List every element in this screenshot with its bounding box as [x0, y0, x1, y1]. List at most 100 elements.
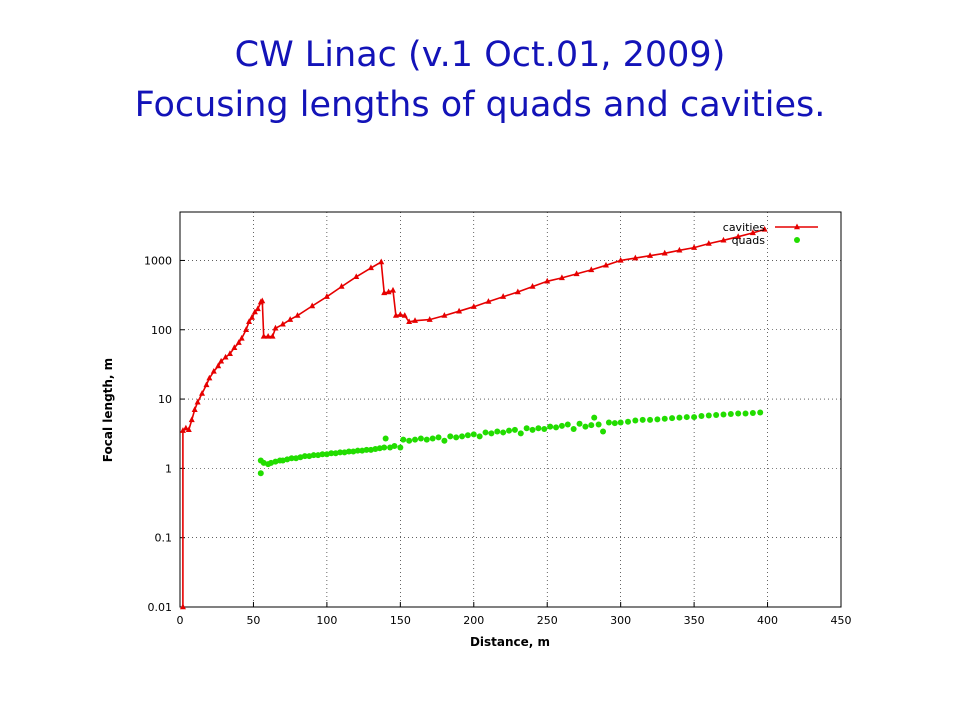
cavities-point: [441, 312, 448, 318]
cavities-point: [246, 318, 253, 325]
cavities-point: [269, 332, 276, 339]
quads-point: [310, 452, 317, 459]
cavities-point: [218, 357, 225, 364]
quads-point: [591, 414, 598, 421]
y-tick-label: 1: [165, 462, 172, 475]
y-tick-label: 1000: [144, 254, 172, 267]
quads-point: [669, 415, 676, 422]
x-tick-label: 0: [177, 614, 184, 627]
cavities-point: [206, 374, 213, 381]
quads-point: [288, 455, 295, 462]
cavities-point: [544, 277, 551, 284]
quads-point: [529, 426, 536, 433]
cavities-point: [231, 344, 238, 350]
quads-point: [749, 409, 756, 416]
quads-point: [363, 446, 370, 453]
series-quads: [257, 409, 764, 477]
y-tick-label: 100: [151, 324, 172, 337]
x-tick-label: 400: [757, 614, 778, 627]
quads-point: [605, 419, 612, 426]
cavities-point: [602, 261, 609, 268]
cavities-point: [188, 416, 195, 423]
legend-marker-cavities: [794, 223, 800, 230]
cavities-point: [381, 289, 388, 296]
cavities-point: [389, 286, 396, 293]
quads-point: [757, 409, 764, 416]
cavities-point: [558, 274, 565, 281]
x-tick-label: 300: [610, 614, 631, 627]
quads-point: [582, 423, 589, 430]
quads-point: [647, 416, 654, 423]
x-tick-label: 200: [463, 614, 484, 627]
cavities-point: [392, 312, 399, 318]
cavities-point: [588, 266, 595, 273]
quads-point: [319, 451, 326, 458]
cavities-point: [203, 381, 210, 388]
cavities-point: [735, 233, 742, 239]
cavities-point: [179, 427, 186, 433]
cavities-point: [243, 326, 250, 332]
cavities-point: [259, 297, 266, 304]
quads-point: [397, 444, 404, 451]
cavities-point: [617, 256, 624, 263]
cavities-point: [749, 229, 756, 236]
y-axis-label: Focal length, m: [101, 358, 115, 462]
series-cavities: [179, 225, 768, 610]
quads-point: [476, 433, 483, 440]
quads-point: [625, 418, 632, 425]
cavities-point: [456, 307, 463, 314]
quads-point: [553, 424, 560, 431]
cavities-point: [199, 390, 206, 396]
quads-point: [391, 443, 398, 450]
quads-point: [400, 436, 407, 443]
quads-point: [381, 444, 388, 451]
x-tick-label: 450: [831, 614, 852, 627]
quads-point: [705, 412, 712, 419]
quads-point: [576, 420, 583, 427]
cavities-point: [287, 316, 294, 322]
legend-label-cavities: cavities: [723, 221, 765, 234]
cavities-point: [426, 316, 433, 322]
quads-point: [588, 422, 595, 429]
cavities-point: [632, 254, 639, 261]
quads-point: [742, 410, 749, 417]
cavities-point: [353, 273, 360, 280]
quads-point: [617, 419, 624, 426]
cavities-point: [661, 249, 668, 256]
cavities-point: [397, 311, 404, 317]
legend-marker-quads: [794, 237, 800, 243]
quads-point: [661, 415, 668, 422]
quads-point: [453, 434, 460, 441]
cavities-point: [367, 264, 374, 271]
quads-point: [541, 425, 548, 432]
cavities-point: [573, 270, 580, 277]
x-tick-label: 150: [390, 614, 411, 627]
quads-point: [600, 428, 607, 435]
cavities-point: [378, 258, 385, 265]
cavities-point: [705, 240, 712, 246]
legend-label-quads: quads: [732, 234, 766, 247]
quads-point: [500, 429, 507, 436]
quads-point: [382, 435, 389, 442]
quads-point: [328, 450, 335, 457]
quads-point: [506, 427, 513, 434]
y-tick-label: 0.01: [148, 601, 173, 614]
quads-point: [564, 421, 571, 428]
cavities-point: [385, 288, 392, 295]
cavities-point: [500, 293, 507, 299]
cavities-point: [248, 314, 255, 320]
quads-point: [345, 448, 352, 455]
quads-point: [511, 426, 518, 433]
slide-title-line-1: CW Linac (v.1 Oct.01, 2009): [234, 35, 726, 75]
y-tick-label: 0.1: [155, 532, 173, 545]
quads-point: [412, 436, 419, 443]
slide-title: CW Linac (v.1 Oct.01, 2009) Focusing len…: [0, 30, 960, 130]
cavities-point: [260, 332, 267, 339]
quads-point: [632, 417, 639, 424]
cavities-point: [279, 320, 286, 327]
slide-title-line-2: Focusing lengths of quads and cavities.: [134, 85, 826, 125]
x-tick-label: 350: [684, 614, 705, 627]
quads-point: [698, 412, 705, 419]
